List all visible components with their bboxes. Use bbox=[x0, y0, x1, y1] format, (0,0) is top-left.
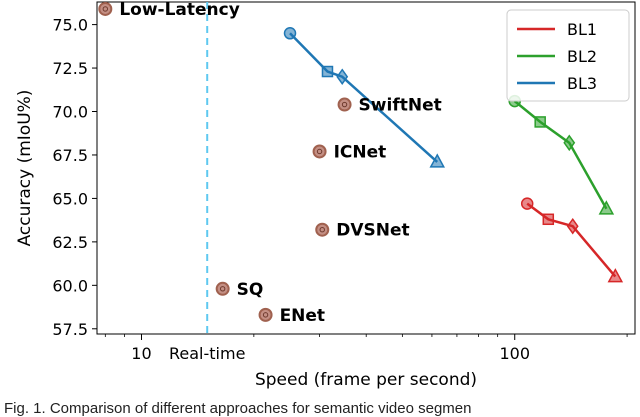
point-core-low-latency bbox=[102, 6, 109, 12]
series-point bbox=[607, 268, 624, 283]
point-label-icnet: ICNet bbox=[334, 142, 387, 162]
series-point bbox=[520, 197, 534, 210]
series-bl1 bbox=[520, 197, 624, 283]
point-label-swiftnet: SwiftNet bbox=[359, 96, 442, 116]
y-tick-label: 70.0 bbox=[52, 103, 88, 122]
legend-label: BL1 bbox=[567, 20, 597, 39]
point-sq bbox=[215, 281, 230, 296]
series-point bbox=[283, 27, 297, 40]
series-point bbox=[534, 116, 546, 128]
x-tick-label: 100 bbox=[499, 344, 530, 363]
series-bl2 bbox=[508, 94, 615, 215]
figure-caption: Fig. 1. Comparison of different approach… bbox=[4, 400, 472, 417]
y-axis-label: Accuracy (mIoU%) bbox=[15, 90, 35, 247]
point-label-low-latency: Low-Latency bbox=[119, 0, 240, 20]
point-core-icnet bbox=[316, 148, 323, 155]
y-tick-label: 65.0 bbox=[52, 189, 88, 208]
point-label-enet: ENet bbox=[280, 306, 326, 326]
x-tick-label: 10 bbox=[131, 344, 151, 363]
y-tick-label: 62.5 bbox=[52, 233, 88, 252]
legend: BL1 BL2 BL3 bbox=[506, 9, 630, 102]
y-tick-label: 60.0 bbox=[52, 276, 88, 295]
point-icnet bbox=[312, 144, 327, 159]
legend-label: BL3 bbox=[567, 74, 597, 93]
series-line-bl2 bbox=[513, 100, 608, 210]
point-dvsnet bbox=[315, 222, 330, 237]
point-core-dvsnet bbox=[319, 227, 325, 233]
point-low-latency bbox=[98, 1, 113, 16]
point-core-sq bbox=[219, 286, 226, 292]
point-core-enet bbox=[262, 312, 269, 318]
point-enet bbox=[258, 307, 273, 322]
point-label-sq: SQ bbox=[237, 280, 264, 300]
series-point bbox=[563, 134, 576, 152]
series-point bbox=[542, 213, 555, 226]
point-swiftnet bbox=[337, 97, 352, 112]
series-point bbox=[336, 68, 349, 86]
y-tick-label: 75.0 bbox=[52, 16, 88, 35]
y-tick-label: 72.5 bbox=[52, 59, 88, 78]
series-bl3 bbox=[283, 27, 446, 168]
realtime-label: Real-time bbox=[169, 344, 245, 363]
x-axis-label: Speed (frame per second) bbox=[255, 370, 477, 390]
point-label-dvsnet: DVSNet bbox=[336, 221, 409, 241]
y-tick-label: 57.5 bbox=[52, 320, 88, 339]
series-point bbox=[566, 217, 579, 235]
legend-box bbox=[506, 9, 630, 102]
series-point bbox=[598, 200, 615, 215]
series-line-bl3 bbox=[289, 32, 439, 163]
point-core-swiftnet bbox=[341, 101, 348, 108]
y-tick-label: 67.5 bbox=[52, 146, 88, 165]
series-point bbox=[429, 153, 446, 168]
series-line-bl1 bbox=[526, 202, 617, 278]
chart: Low-Latency SwiftNet ICNet DVSNet SQ ENet 57.… bbox=[15, 0, 636, 390]
legend-label: BL2 bbox=[567, 47, 597, 66]
series-point bbox=[321, 65, 334, 78]
